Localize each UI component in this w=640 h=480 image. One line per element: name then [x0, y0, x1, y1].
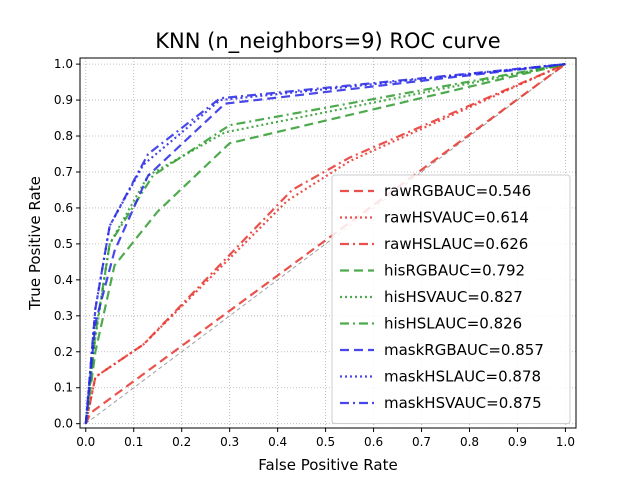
x-axis-title: False Positive Rate	[258, 456, 397, 474]
y-tick-label: 0.6	[54, 201, 73, 215]
chart-title: KNN (n_neighbors=9) ROC curve	[155, 29, 500, 54]
axis-ticks: 0.0 0.1 0.2 0.3 0.4 0.5 0.6 0.7 0.8 0.9 1.0 0.0 0.1 0…	[54, 57, 575, 449]
x-tick-label: 0.2	[172, 435, 191, 449]
y-tick-label: 0.8	[54, 129, 73, 143]
y-tick-label: 0.5	[54, 237, 73, 251]
x-tick-label: 0.9	[508, 435, 527, 449]
legend-entry-label: hisHSVAUC=0.827	[384, 288, 523, 306]
legend-entry-label: maskRGBAUC=0.857	[384, 341, 544, 359]
legend-entry-label: hisRGBAUC=0.792	[384, 262, 525, 280]
x-tick-label: 1.0	[556, 435, 575, 449]
x-tick-label: 0.7	[412, 435, 431, 449]
series-line-maskhsvauc	[84, 63, 566, 424]
y-tick-label: 0.3	[54, 309, 73, 323]
legend-entry-label: rawHSVAUC=0.614	[384, 209, 529, 227]
x-tick-label: 0.6	[364, 435, 383, 449]
plot-lines	[84, 63, 567, 425]
legend-entry-label: maskHSLAUC=0.878	[384, 368, 541, 386]
y-tick-label: 0.1	[54, 381, 73, 395]
x-tick-label: 0.5	[316, 435, 335, 449]
y-axis-title: True Positive Rate	[26, 176, 44, 311]
legend-box	[331, 174, 571, 424]
diagonal-reference-line	[85, 63, 566, 425]
x-tick-label: 0.8	[460, 435, 479, 449]
legend-entry-label: hisHSLAUC=0.826	[384, 315, 522, 333]
legend-entry-label: rawHSLAUC=0.626	[384, 235, 528, 253]
x-tick-label: 0.4	[268, 435, 287, 449]
legend: rawRGBAUC=0.546 rawHSVAUC=0.614 rawHSLAUC=…	[331, 174, 571, 424]
plot-frame	[79, 57, 577, 429]
y-tick-label: 0.7	[54, 165, 73, 179]
series-line-hishsvauc	[84, 63, 566, 424]
x-tick-label: 0.3	[220, 435, 239, 449]
legend-entry-label: maskHSVAUC=0.875	[384, 394, 542, 412]
x-tick-label: 0.1	[124, 435, 143, 449]
legend-entry-label: rawRGBAUC=0.546	[384, 182, 531, 200]
y-tick-label: 0.2	[54, 345, 73, 359]
y-tick-label: 1.0	[54, 57, 73, 71]
series-line-hisrgbauc	[84, 63, 566, 424]
y-tick-label: 0.9	[54, 93, 73, 107]
x-tick-label: 0.0	[76, 435, 95, 449]
y-tick-label: 0.0	[54, 417, 73, 431]
series-line-rawhslauc	[84, 63, 566, 424]
y-tick-label: 0.4	[54, 273, 73, 287]
